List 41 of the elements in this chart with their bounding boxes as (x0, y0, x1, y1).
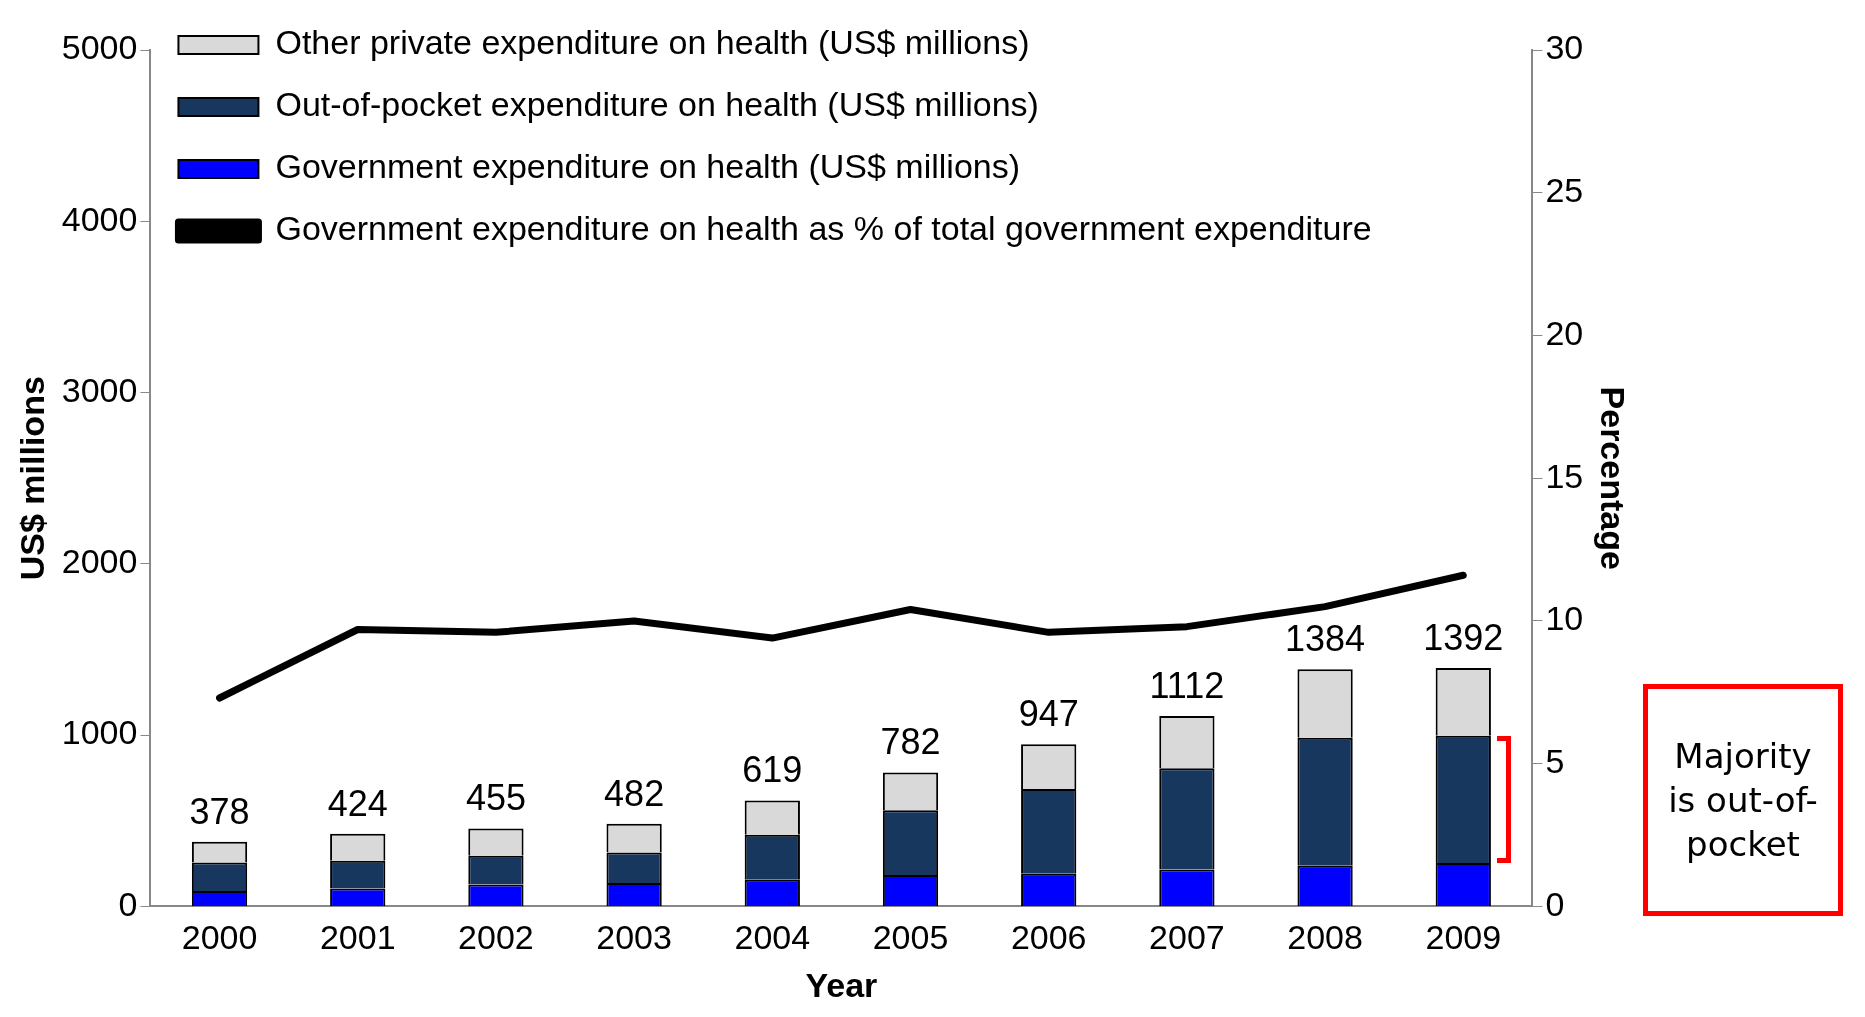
y-tick-label: 1000 (61, 713, 138, 752)
x-tick-label: 2001 (319, 918, 396, 957)
total-label: 1384 (1285, 618, 1366, 660)
y2-tick-label: 15 (1545, 456, 1584, 495)
legend-label: Government expenditure on health (US$ millions) (275, 147, 1021, 186)
x-tick-label: 2002 (458, 918, 534, 957)
y-tick-label: 3000 (61, 370, 138, 409)
text: Majority is out-of-pocket (1643, 683, 1843, 917)
legend-label: Out-of-pocket expenditure on health (US$ millions) (275, 85, 1039, 124)
x-tick-label: 2003 (596, 918, 672, 957)
total-label: 455 (465, 777, 526, 819)
total-label: 424 (327, 782, 388, 824)
y2-tick-label: 0 (1545, 884, 1565, 923)
x-tick-label: 2007 (1149, 918, 1225, 957)
total-label: 1392 (1423, 616, 1504, 658)
x-tick-label: 2006 (1010, 918, 1087, 957)
total-label: 378 (189, 790, 250, 832)
legend-label: Government expenditure on health as % of total government expenditure (275, 209, 1372, 248)
y-tick-label: 4000 (61, 199, 138, 238)
x-tick-label: 2000 (181, 918, 258, 957)
x-tick-label: 2008 (1287, 918, 1363, 957)
x-tick-label: 2004 (734, 918, 811, 957)
y2-tick-label: 10 (1545, 599, 1584, 638)
y-tick-label: 2000 (61, 542, 138, 581)
x-tick-label: 2009 (1425, 918, 1502, 957)
x-tick-label: 2005 (872, 918, 949, 957)
y-tick-label: 5000 (61, 28, 138, 67)
legend-label: Other private expenditure on health (US$ millions) (275, 23, 1030, 62)
y-tick-label: 0 (118, 884, 138, 923)
y2-axis-title: Percentage (1594, 386, 1633, 570)
total-label: 947 (1018, 693, 1079, 735)
y2-tick-label: 30 (1545, 28, 1584, 67)
y2-tick-label: 20 (1545, 313, 1584, 352)
total-label: 782 (880, 721, 941, 763)
total-label: 482 (604, 772, 665, 814)
y2-tick-label: 25 (1545, 171, 1584, 210)
y2-tick-label: 5 (1545, 742, 1565, 781)
total-label: 619 (742, 749, 803, 791)
x-axis-title: Year (805, 965, 878, 1004)
total-label: 1112 (1149, 664, 1225, 706)
y-axis-title: US$ millions (12, 376, 51, 581)
